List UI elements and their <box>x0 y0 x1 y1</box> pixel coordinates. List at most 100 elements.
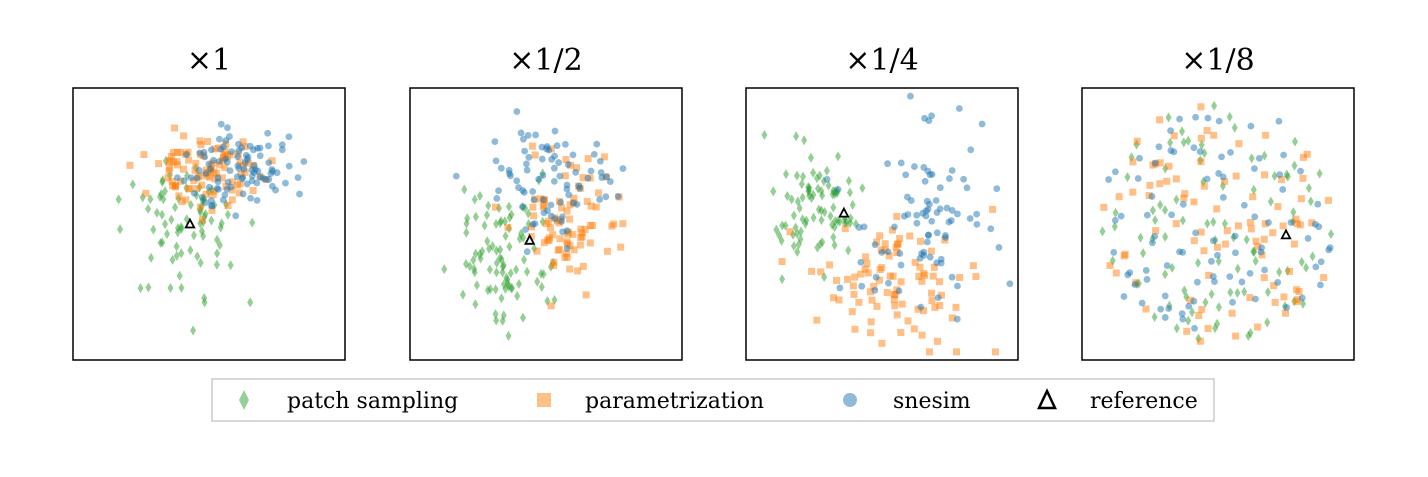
point-patch-sampling <box>115 194 122 205</box>
point-patch-sampling <box>1149 205 1156 216</box>
point-parametrization <box>1279 222 1287 230</box>
point-parametrization <box>603 247 611 255</box>
panel-1: ×1 <box>72 43 346 361</box>
point-patch-sampling <box>173 241 180 252</box>
point-parametrization <box>925 348 933 356</box>
point-parametrization <box>948 314 956 322</box>
point-parametrization <box>851 325 859 333</box>
point-parametrization <box>778 258 786 266</box>
point-parametrization <box>864 269 872 277</box>
point-snesim <box>557 198 565 206</box>
point-parametrization <box>1249 193 1257 201</box>
point-parametrization <box>592 203 600 211</box>
point-snesim <box>904 211 912 218</box>
point-patch-sampling <box>1292 136 1299 147</box>
point-patch-sampling <box>145 282 152 293</box>
point-patch-sampling <box>814 183 821 194</box>
point-snesim <box>208 202 216 210</box>
point-snesim <box>524 132 532 139</box>
point-snesim <box>521 147 529 155</box>
point-parametrization <box>1198 305 1206 313</box>
point-patch-sampling <box>499 267 506 278</box>
legend-marker-circle <box>843 393 857 407</box>
point-snesim <box>226 133 233 140</box>
point-patch-sampling <box>818 205 825 216</box>
point-patch-sampling <box>1167 137 1174 148</box>
point-parametrization <box>1172 220 1180 228</box>
point-snesim <box>1110 248 1118 256</box>
point-parametrization <box>1246 218 1254 226</box>
point-snesim <box>264 129 272 137</box>
point-patch-sampling <box>805 182 812 193</box>
point-snesim <box>241 159 249 167</box>
point-snesim <box>948 207 956 214</box>
point-parametrization <box>1197 103 1205 111</box>
point-parametrization <box>249 187 257 195</box>
point-parametrization <box>833 276 841 284</box>
point-parametrization <box>936 278 944 286</box>
point-patch-sampling <box>1180 137 1187 148</box>
point-parametrization <box>1285 267 1293 275</box>
point-patch-sampling <box>1226 111 1233 122</box>
point-parametrization <box>1186 296 1194 304</box>
point-parametrization <box>268 157 276 165</box>
point-parametrization <box>1228 309 1236 317</box>
point-snesim <box>1232 249 1239 257</box>
point-patch-sampling <box>197 257 204 268</box>
point-parametrization <box>584 155 592 163</box>
point-patch-sampling <box>1179 126 1186 137</box>
point-parametrization <box>873 302 881 310</box>
point-snesim <box>224 178 232 186</box>
point-snesim <box>1287 219 1295 226</box>
point-snesim <box>1218 153 1225 161</box>
point-patch-sampling <box>249 217 256 228</box>
point-snesim <box>597 169 605 176</box>
point-parametrization <box>191 166 199 174</box>
point-patch-sampling <box>496 253 503 264</box>
point-snesim <box>190 189 198 197</box>
point-parametrization <box>586 239 594 247</box>
point-parametrization <box>1200 182 1208 190</box>
point-snesim <box>918 250 925 258</box>
point-parametrization <box>888 226 896 234</box>
point-parametrization <box>1129 158 1137 166</box>
point-parametrization <box>878 339 886 347</box>
point-snesim <box>265 142 272 150</box>
point-patch-sampling <box>1234 263 1241 274</box>
point-snesim <box>232 212 240 220</box>
point-parametrization <box>1213 243 1221 251</box>
point-snesim <box>529 220 537 228</box>
point-snesim <box>564 161 572 168</box>
point-snesim <box>1157 305 1165 313</box>
point-patch-sampling <box>1195 257 1202 268</box>
point-snesim <box>202 199 210 207</box>
panel-points <box>1099 100 1335 345</box>
point-parametrization <box>861 265 869 273</box>
point-parametrization <box>1246 294 1254 302</box>
legend-marker-square <box>537 393 551 407</box>
point-snesim <box>834 185 842 193</box>
point-patch-sampling <box>198 226 205 237</box>
point-snesim <box>217 120 225 128</box>
point-parametrization <box>1261 220 1269 228</box>
point-patch-sampling <box>1162 205 1169 216</box>
point-parametrization <box>1156 180 1164 188</box>
point-parametrization <box>841 225 849 233</box>
point-parametrization <box>564 230 572 238</box>
point-patch-sampling <box>790 240 797 251</box>
point-snesim <box>1311 220 1319 228</box>
point-patch-sampling <box>1247 328 1254 339</box>
point-snesim <box>943 204 951 212</box>
point-parametrization <box>1278 176 1286 184</box>
point-parametrization <box>563 253 571 261</box>
point-snesim <box>953 315 961 323</box>
point-parametrization <box>619 220 627 228</box>
point-snesim <box>525 153 533 161</box>
point-parametrization <box>178 198 186 206</box>
point-parametrization <box>917 237 925 245</box>
point-patch-sampling <box>514 290 521 301</box>
point-patch-sampling <box>779 274 786 285</box>
point-patch-sampling <box>497 218 504 229</box>
point-parametrization <box>1183 327 1191 335</box>
point-parametrization <box>928 297 936 305</box>
